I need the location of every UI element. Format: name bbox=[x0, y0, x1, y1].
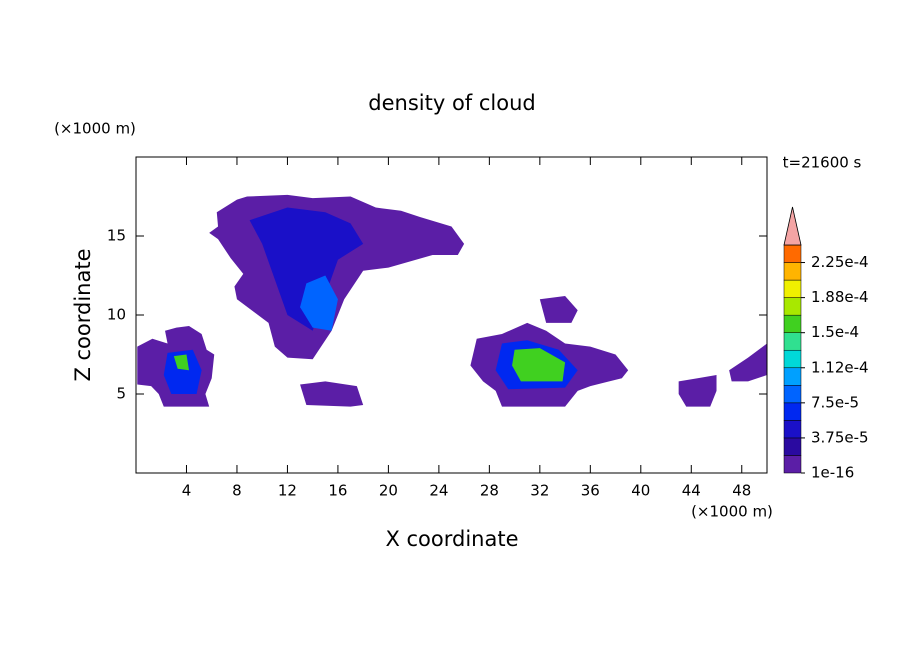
contour-region bbox=[249, 207, 364, 331]
colorbar-band bbox=[783, 349, 802, 369]
colorbar-tick-label: 1e-16 bbox=[811, 464, 854, 482]
x-tick-label: 48 bbox=[732, 482, 751, 500]
x-unit: (×1000 m) bbox=[691, 503, 773, 521]
y-tick-label: 5 bbox=[116, 385, 126, 403]
colorbar-tick-label: 1.88e-4 bbox=[811, 288, 869, 306]
colorbar-band bbox=[783, 455, 802, 474]
y-axis-label: Z coordinate bbox=[71, 248, 95, 381]
colorbar-tick-label: 2.25e-4 bbox=[811, 253, 869, 271]
x-tick-label: 12 bbox=[278, 482, 297, 500]
colorbar-band bbox=[783, 314, 802, 333]
x-tick-label: 32 bbox=[530, 482, 549, 500]
y-tick-label: 15 bbox=[107, 227, 126, 245]
contour-region bbox=[539, 296, 578, 323]
x-tick-label: 16 bbox=[328, 482, 347, 500]
colorbar-tick-label: 1.12e-4 bbox=[811, 358, 869, 376]
x-tick-label: 20 bbox=[379, 482, 398, 500]
colorbar-band bbox=[783, 420, 802, 439]
y-tick-label: 10 bbox=[107, 306, 126, 324]
contour-field bbox=[137, 194, 767, 407]
x-tick-label: 36 bbox=[581, 482, 600, 500]
colorbar-tick-label: 7.5e-5 bbox=[811, 393, 859, 411]
x-axis-label: X coordinate bbox=[385, 527, 518, 551]
colorbar-band bbox=[783, 402, 802, 421]
x-tick-label: 44 bbox=[682, 482, 701, 500]
colorbar-tick-label: 1.5e-4 bbox=[811, 323, 859, 341]
colorbar-band bbox=[783, 262, 802, 281]
contour-region bbox=[300, 275, 338, 331]
time-label: t=21600 s bbox=[783, 154, 862, 172]
colorbar-band bbox=[783, 297, 802, 316]
colorbar-tick-label: 3.75e-5 bbox=[811, 428, 869, 446]
contour-region bbox=[300, 381, 364, 407]
chart-title: density of cloud bbox=[368, 91, 535, 115]
colorbar-over bbox=[783, 206, 802, 246]
colorbar-band bbox=[783, 367, 802, 386]
contour-region bbox=[512, 348, 566, 382]
x-tick-label: 28 bbox=[480, 482, 499, 500]
contour-region bbox=[163, 349, 202, 394]
x-tick-label: 40 bbox=[631, 482, 650, 500]
colorbar-band bbox=[783, 332, 802, 351]
colorbar-band bbox=[783, 437, 802, 456]
contour-region bbox=[678, 375, 717, 407]
y-unit: (×1000 m) bbox=[54, 120, 136, 138]
colorbar-band bbox=[783, 385, 802, 404]
x-tick-label: 4 bbox=[182, 482, 192, 500]
colorbar-band bbox=[783, 244, 802, 263]
x-tick-label: 24 bbox=[429, 482, 448, 500]
x-tick-label: 8 bbox=[232, 482, 242, 500]
contour-region bbox=[173, 354, 190, 371]
colorbar-band bbox=[783, 279, 802, 298]
contour-region bbox=[729, 343, 767, 382]
